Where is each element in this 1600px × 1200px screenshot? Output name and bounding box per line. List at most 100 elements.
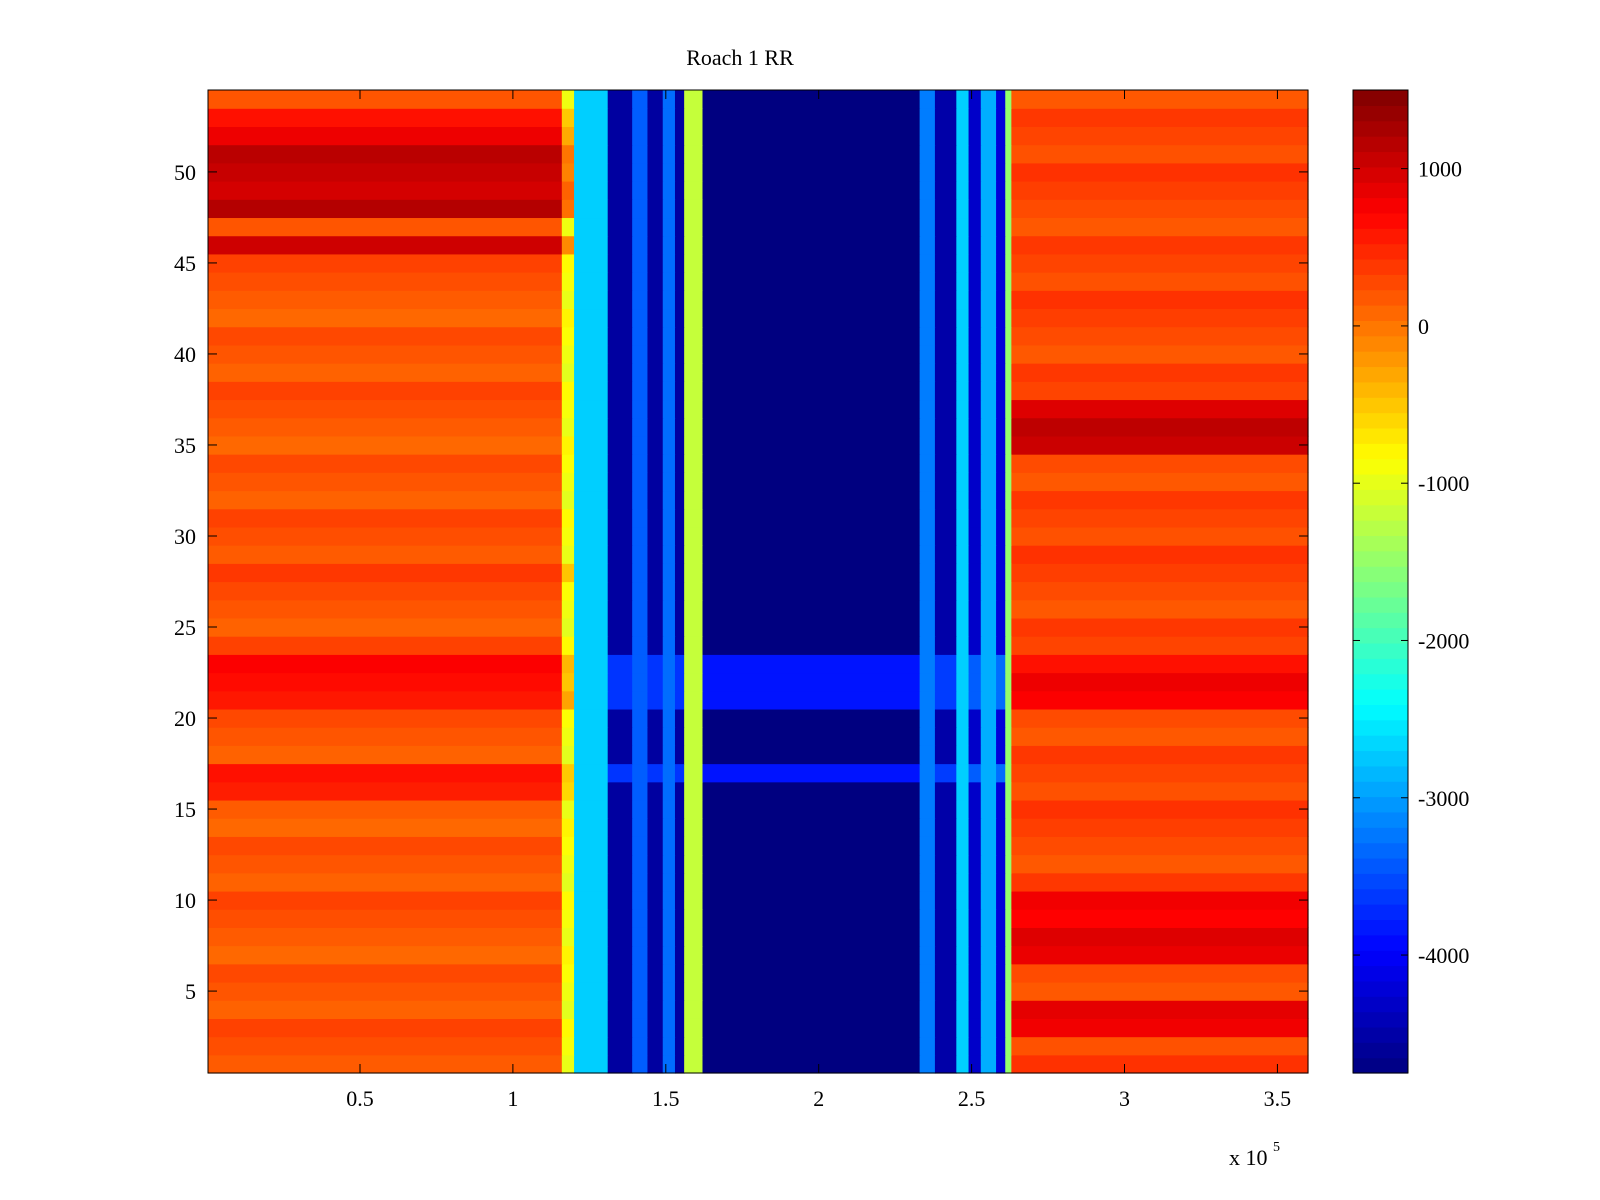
colorbar-swatch — [1353, 427, 1408, 444]
heatmap-cell — [934, 344, 957, 364]
heatmap-cell — [607, 290, 633, 310]
heatmap-cell — [674, 272, 685, 291]
heatmap-cell — [934, 90, 957, 109]
heatmap-cell — [647, 799, 664, 819]
heatmap-cell — [208, 690, 563, 710]
colorbar-swatch — [1353, 258, 1408, 275]
heatmap-cell — [684, 617, 704, 637]
heatmap-cell — [702, 399, 921, 419]
heatmap-cell — [684, 836, 704, 856]
heatmap-cell — [702, 672, 921, 692]
heatmap-cell — [919, 1018, 936, 1038]
heatmap-cell — [980, 890, 997, 910]
x-tick-label: 1 — [507, 1086, 518, 1111]
heatmap-cell — [702, 1018, 921, 1038]
heatmap-cell — [674, 727, 685, 746]
heatmap-cell — [956, 108, 970, 127]
heatmap-cell — [919, 381, 936, 401]
heatmap-cell — [574, 290, 609, 310]
heatmap-cell — [1005, 526, 1012, 546]
heatmap-cell — [674, 1018, 685, 1038]
heatmap-cell — [662, 381, 676, 401]
heatmap-cell — [607, 545, 633, 564]
heatmap-cell — [968, 272, 982, 291]
heatmap-cell — [996, 727, 1006, 746]
heatmap-cell — [996, 399, 1006, 419]
heatmap-cell — [934, 526, 957, 546]
heatmap-cell — [996, 526, 1006, 546]
heatmap-cell — [968, 381, 982, 401]
heatmap-cell — [574, 890, 609, 910]
heatmap-cell — [574, 381, 609, 401]
heatmap-cell — [662, 763, 676, 783]
heatmap-cell — [956, 472, 970, 492]
heatmap-cell — [996, 708, 1006, 728]
heatmap-cell — [702, 126, 921, 146]
heatmap-cell — [632, 381, 649, 401]
heatmap-cell — [702, 981, 921, 1001]
heatmap-cell — [208, 399, 563, 419]
heatmap-cell — [1005, 472, 1012, 492]
heatmap-cell — [684, 235, 704, 255]
heatmap-cell — [1011, 272, 1309, 291]
heatmap-cell — [647, 1054, 664, 1074]
heatmap-cell — [1011, 526, 1309, 546]
heatmap-cell — [647, 508, 664, 528]
heatmap-cell — [1005, 162, 1012, 182]
heatmap-cell — [1011, 417, 1309, 437]
heatmap-cell — [607, 945, 633, 965]
heatmap-cell — [662, 636, 676, 655]
colorbar-swatch — [1353, 366, 1408, 383]
colorbar-swatch — [1353, 950, 1408, 967]
heatmap-cell — [647, 763, 664, 783]
heatmap-cell — [1011, 690, 1309, 710]
heatmap-cell — [561, 381, 575, 401]
heatmap-cell — [208, 326, 563, 346]
heatmap-cell — [662, 472, 676, 492]
heatmap-cell — [1005, 199, 1012, 219]
heatmap-cell — [968, 181, 982, 200]
colorbar-swatch — [1353, 965, 1408, 982]
heatmap-cell — [647, 963, 664, 983]
heatmap-cell — [208, 672, 563, 692]
x-axis: 0.5 1 1.5 2 2.5 3 3.5 — [346, 90, 1291, 1111]
heatmap-cell — [1005, 435, 1012, 455]
heatmap-cell — [607, 927, 633, 947]
heatmap-cell — [647, 599, 664, 619]
colorbar-swatch — [1353, 443, 1408, 460]
heatmap-cell — [574, 326, 609, 346]
heatmap-cell — [208, 890, 563, 910]
colorbar-swatch — [1353, 90, 1408, 106]
heatmap-cell — [607, 690, 633, 710]
heatmap-cell — [674, 454, 685, 473]
heatmap-cell — [1011, 199, 1309, 219]
heatmap-cell — [968, 563, 982, 583]
heatmap-cell — [919, 763, 936, 783]
heatmap-cell — [674, 126, 685, 146]
heatmap-cell — [561, 235, 575, 255]
heatmap-cell — [702, 799, 921, 819]
heatmap-cell — [702, 454, 921, 473]
heatmap-cell — [607, 490, 633, 510]
heatmap-cell — [934, 1000, 957, 1019]
colorbar-swatch — [1353, 1026, 1408, 1043]
heatmap-cell — [574, 344, 609, 364]
colorbar-swatch — [1353, 351, 1408, 368]
heatmap-cell — [647, 727, 664, 746]
heatmap-cell — [607, 636, 633, 655]
heatmap-cell — [632, 636, 649, 655]
heatmap-cell — [934, 636, 957, 655]
heatmap-cell — [956, 727, 970, 746]
heatmap-cell — [662, 1018, 676, 1038]
heatmap-cell — [684, 781, 704, 801]
heatmap-cell — [684, 217, 704, 237]
colorbar-swatch — [1353, 996, 1408, 1013]
heatmap-cell — [647, 836, 664, 856]
heatmap-cell — [574, 508, 609, 528]
heatmap-cell — [980, 217, 997, 237]
heatmap-cell — [574, 144, 609, 164]
heatmap-cell — [956, 1000, 970, 1019]
heatmap-cell — [674, 745, 685, 765]
colorbar-swatch — [1353, 719, 1408, 736]
heatmap-cell — [561, 690, 575, 710]
